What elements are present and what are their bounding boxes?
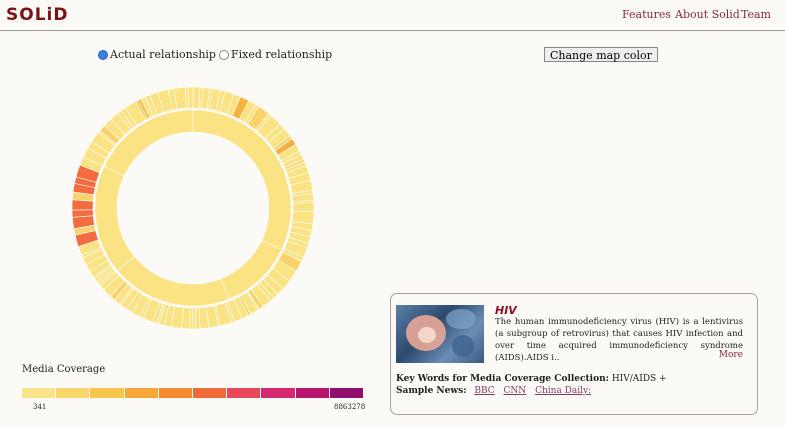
hiv-virus-image xyxy=(396,305,484,363)
sample-news-label: Sample News: xyxy=(396,386,467,396)
media-coverage-color-scale xyxy=(22,388,365,398)
nav-features[interactable]: Features xyxy=(622,8,672,21)
news-link-cnn[interactable]: CNN xyxy=(503,386,527,396)
sunburst-donut-chart[interactable] xyxy=(70,85,316,331)
solid-logo[interactable]: SOLiD xyxy=(6,5,69,25)
radio-actual-relationship[interactable] xyxy=(98,49,108,60)
more-link[interactable]: More xyxy=(718,350,743,360)
legend-swatch xyxy=(295,388,330,398)
disease-title: HIV xyxy=(495,304,517,317)
legend-swatch xyxy=(158,388,194,398)
legend-swatch xyxy=(329,388,365,398)
outer-ring-segment[interactable] xyxy=(71,199,94,211)
radio-actual-label[interactable]: Actual relationship xyxy=(110,48,216,61)
inner-ring-segment[interactable] xyxy=(103,109,194,177)
legend-swatch xyxy=(90,388,125,398)
news-link-china-daily[interactable]: China Daily: xyxy=(535,386,592,396)
news-link-bbc[interactable]: BBC xyxy=(474,386,495,396)
keywords-value: HIV/AIDS + xyxy=(611,374,667,384)
legend-min-value: 341 xyxy=(33,403,47,411)
legend-swatch xyxy=(124,388,159,398)
keywords-row: Key Words for Media Coverage Collection:… xyxy=(396,374,667,384)
legend-swatch xyxy=(261,388,296,398)
outer-ring-segment[interactable] xyxy=(292,202,315,213)
legend-title: Media Coverage xyxy=(22,364,106,375)
outer-ring-segment[interactable] xyxy=(187,86,194,109)
radio-fixed-label[interactable]: Fixed relationship xyxy=(230,48,333,61)
relationship-radio-group: Actual relationship Fixed relationship xyxy=(98,48,332,61)
nav-team[interactable]: Team xyxy=(741,8,771,21)
keywords-label: Key Words for Media Coverage Collection: xyxy=(396,374,609,384)
change-map-color-button[interactable]: Change map color xyxy=(544,47,658,62)
disease-info-card: HIV The human immunodeficiency virus (HI… xyxy=(390,293,758,415)
sample-news-row: Sample News: BBC CNN China Daily: xyxy=(396,386,597,396)
legend-swatch xyxy=(56,388,91,398)
legend-max-value: 8863278 xyxy=(334,403,366,411)
radio-fixed-relationship[interactable] xyxy=(218,49,229,60)
outer-ring-segment[interactable] xyxy=(191,307,197,330)
legend-swatch xyxy=(22,388,57,398)
outer-ring-segment[interactable] xyxy=(71,209,94,218)
top-navigation-bar: SOLiD Features About Solid Team xyxy=(0,0,785,31)
legend-swatch xyxy=(193,388,228,398)
legend-swatch xyxy=(227,388,262,398)
disease-description: The human immunodeficiency virus (HIV) i… xyxy=(495,317,743,363)
nav-about-solid[interactable]: About Solid xyxy=(675,8,740,21)
